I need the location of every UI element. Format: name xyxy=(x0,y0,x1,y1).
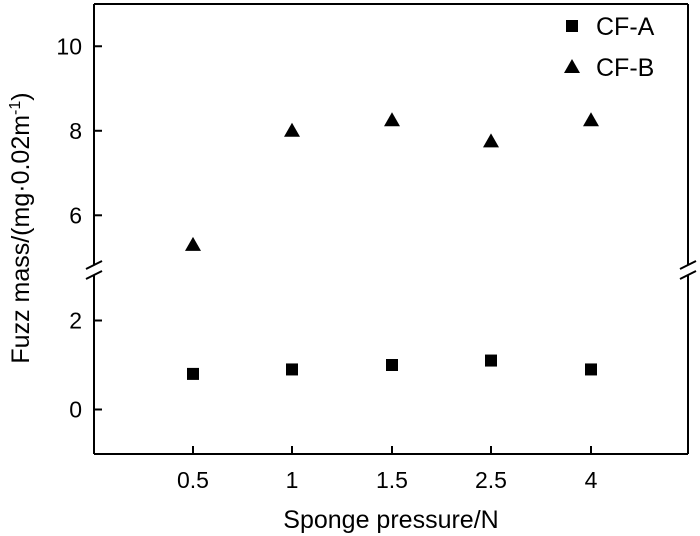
y-tick-label: 8 xyxy=(69,118,82,144)
y-tick-label: 10 xyxy=(56,33,82,59)
y-tick-label: 6 xyxy=(69,202,82,228)
cf-a-point xyxy=(286,363,298,376)
y-axis-label-superscript: -1 xyxy=(7,101,24,115)
x-tick-label: 2.5 xyxy=(475,467,507,493)
x-axis-label: Sponge pressure/N xyxy=(283,506,498,534)
x-axis-ticks: 0.5 1 1.5 2.5 4 xyxy=(177,446,598,493)
x-tick-label: 0.5 xyxy=(177,467,209,493)
cf-b-point xyxy=(583,112,599,127)
legend: CF-A CF-B xyxy=(564,13,655,82)
y-axis-label: Fuzz mass/(mg·0.02m-1) xyxy=(7,92,35,363)
axis-break-mark xyxy=(679,260,697,270)
cf-a-point xyxy=(485,354,497,367)
x-tick-label: 4 xyxy=(585,467,598,493)
y-tick-label: 0 xyxy=(69,397,82,423)
cf-b-point xyxy=(384,112,400,127)
legend-marker-cf-a xyxy=(566,20,578,32)
x-tick-label: 1 xyxy=(286,467,299,493)
cf-a-point xyxy=(187,367,199,380)
y-axis-ticks: 0 2 6 8 10 xyxy=(56,33,102,423)
axis-break-mark xyxy=(85,270,103,280)
cf-b-point xyxy=(185,236,201,251)
data-points xyxy=(185,112,599,380)
axis-break-mark xyxy=(679,270,697,280)
cf-b-point xyxy=(284,122,300,137)
legend-label-cf-a: CF-A xyxy=(596,13,655,41)
y-tick-label: 2 xyxy=(69,308,82,334)
y-axis-label-close: ) xyxy=(7,92,35,100)
legend-label-cf-b: CF-B xyxy=(596,54,654,82)
y-axis-label-main: Fuzz mass/(mg·0.02m xyxy=(7,115,35,364)
cf-b-point xyxy=(483,133,499,148)
legend-marker-cf-b xyxy=(564,59,580,73)
cf-a-point xyxy=(386,359,398,371)
axis-break-mark xyxy=(85,260,103,270)
cf-a-point xyxy=(585,363,597,376)
x-tick-label: 1.5 xyxy=(376,467,408,493)
